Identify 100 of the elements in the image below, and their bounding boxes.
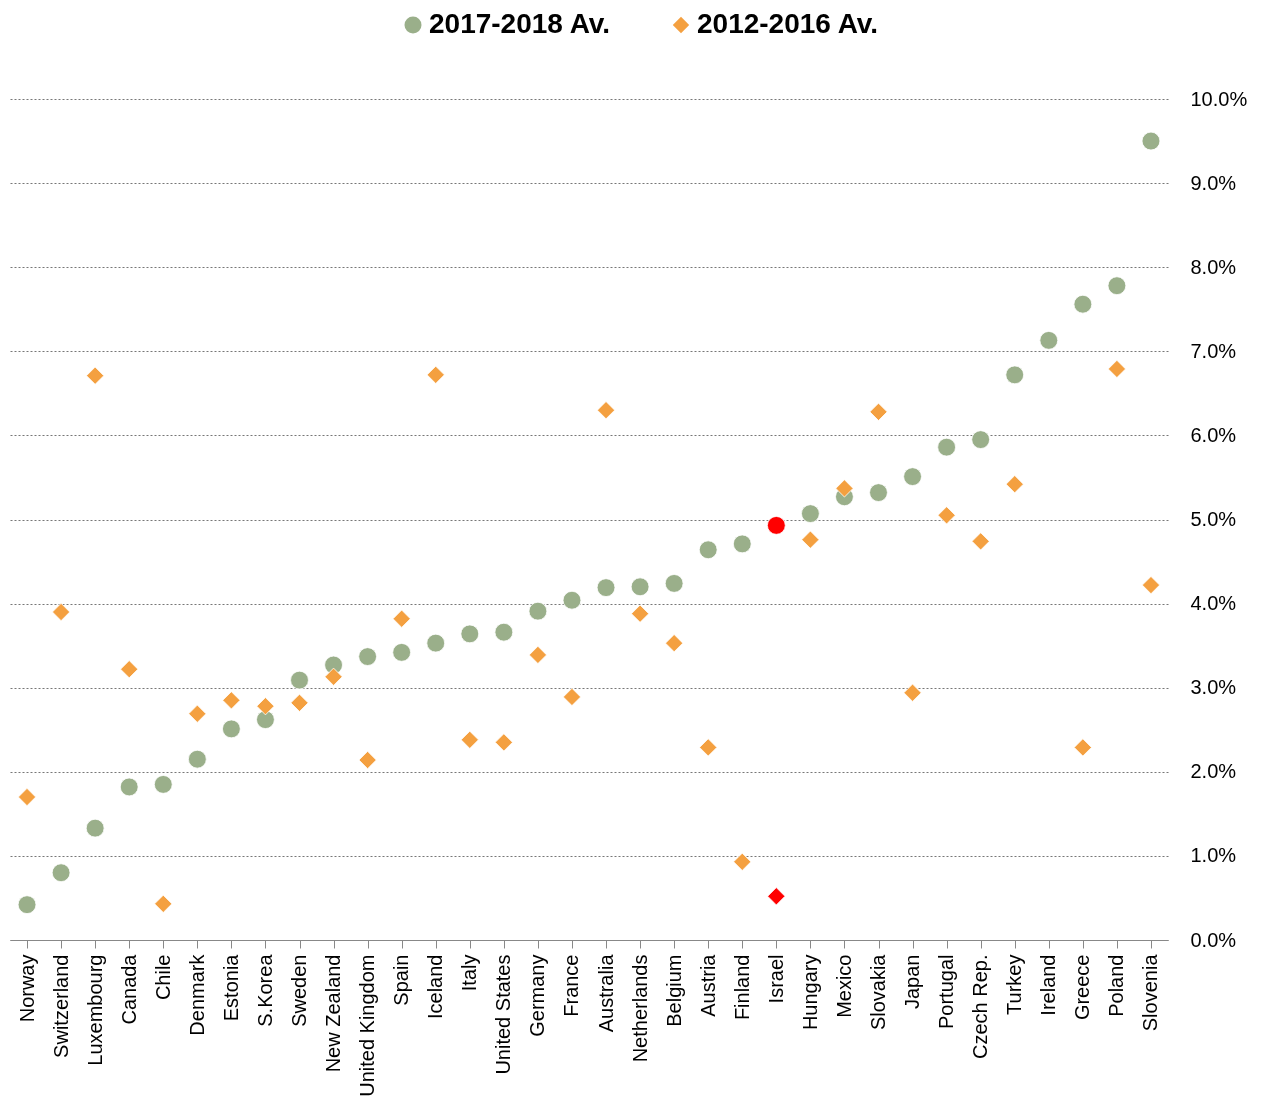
point <box>187 749 207 769</box>
point <box>733 852 752 871</box>
point <box>937 506 956 525</box>
point <box>120 660 139 679</box>
point <box>119 777 139 797</box>
point <box>664 574 684 593</box>
x-tick-label: Luxembourg <box>83 954 106 1066</box>
x-tick-label: United Kingdom <box>356 954 379 1097</box>
point <box>1073 294 1093 314</box>
point <box>698 540 718 560</box>
x-tick-label: S.Korea <box>253 953 276 1027</box>
x-tick-label: Greece <box>1071 954 1094 1021</box>
y-tick-label: 2.0% <box>1190 760 1237 783</box>
x-tick-label: Hungary <box>798 954 821 1031</box>
x-tick-label: Australia <box>594 953 617 1033</box>
point <box>154 894 173 913</box>
x-tick-label: Israel <box>764 954 787 1004</box>
legend-label: 2012-2016 Av. <box>697 8 879 39</box>
point <box>631 604 650 623</box>
point <box>1141 131 1161 151</box>
point <box>324 667 343 686</box>
point <box>528 601 548 621</box>
point <box>494 622 514 642</box>
point <box>801 504 820 523</box>
x-tick-label: Mexico <box>832 954 855 1018</box>
point <box>52 602 71 622</box>
y-tick-label: 3.0% <box>1190 676 1237 699</box>
point <box>392 609 411 628</box>
point <box>528 645 547 664</box>
point <box>256 697 275 716</box>
x-tick-label: Portugal <box>935 954 958 1029</box>
point <box>392 643 412 662</box>
point <box>188 704 207 723</box>
point <box>51 863 71 883</box>
point <box>903 467 922 486</box>
x-tick-label: Ireland <box>1037 954 1060 1016</box>
point <box>937 437 956 457</box>
y-tick-label: 5.0% <box>1190 508 1237 530</box>
y-tick-label: 9.0% <box>1190 171 1237 194</box>
point <box>665 634 684 653</box>
point <box>971 430 991 449</box>
point <box>17 787 37 807</box>
point <box>460 624 480 644</box>
x-tick-label: Austria <box>696 953 719 1017</box>
x-tick-label: Germany <box>526 954 549 1037</box>
point <box>460 730 479 749</box>
x-tick-label: Sweden <box>288 954 310 1027</box>
point <box>630 577 650 597</box>
point <box>494 733 513 752</box>
legend-label: 2017-2018 Av. <box>429 8 611 39</box>
point <box>835 479 854 498</box>
x-tick-label: Slovakia <box>867 953 889 1031</box>
x-tick-label: Turkey <box>1003 954 1026 1015</box>
point <box>801 530 820 549</box>
point <box>17 895 37 914</box>
x-tick-label: Slovenia <box>1139 953 1162 1032</box>
point <box>358 750 377 770</box>
point <box>562 590 582 610</box>
point <box>1107 276 1127 296</box>
point <box>903 683 922 702</box>
point <box>222 719 241 739</box>
y-tick-label: 10.0% <box>1190 87 1248 110</box>
y-tick-label: 0.0% <box>1190 928 1237 951</box>
x-tick-label: Norway <box>15 954 38 1023</box>
x-tick-label: Estonia <box>219 953 242 1022</box>
x-tick-label: Switzerland <box>49 954 72 1058</box>
point <box>222 691 241 710</box>
point <box>290 693 309 712</box>
x-tick-label: Iceland <box>424 954 447 1019</box>
point <box>766 516 786 535</box>
point <box>1005 475 1024 494</box>
point <box>562 687 582 707</box>
y-tick-label: 8.0% <box>1190 255 1237 278</box>
point <box>869 483 888 502</box>
point <box>971 532 990 551</box>
point <box>732 534 752 554</box>
point <box>869 402 888 421</box>
y-tick-label: 4.0% <box>1190 592 1237 615</box>
point <box>426 365 445 384</box>
x-tick-label: Chile <box>151 954 174 1001</box>
x-tick-label: Denmark <box>185 953 208 1036</box>
point <box>153 775 173 794</box>
point <box>426 633 446 653</box>
point <box>699 738 718 757</box>
y-tick-label: 6.0% <box>1190 423 1237 446</box>
point <box>85 818 105 838</box>
x-tick-label: Italy <box>458 954 481 992</box>
point <box>256 710 275 729</box>
point <box>358 647 377 666</box>
point <box>1141 576 1161 595</box>
point <box>1107 359 1126 379</box>
point <box>1039 331 1059 350</box>
point <box>767 887 786 906</box>
point <box>1073 738 1092 757</box>
point <box>596 401 616 420</box>
x-tick-label: Canada <box>117 953 140 1025</box>
x-tick-label: United States <box>492 954 515 1075</box>
y-tick-label: 7.0% <box>1190 339 1237 362</box>
point <box>596 578 616 597</box>
x-tick-label: Poland <box>1105 954 1128 1017</box>
